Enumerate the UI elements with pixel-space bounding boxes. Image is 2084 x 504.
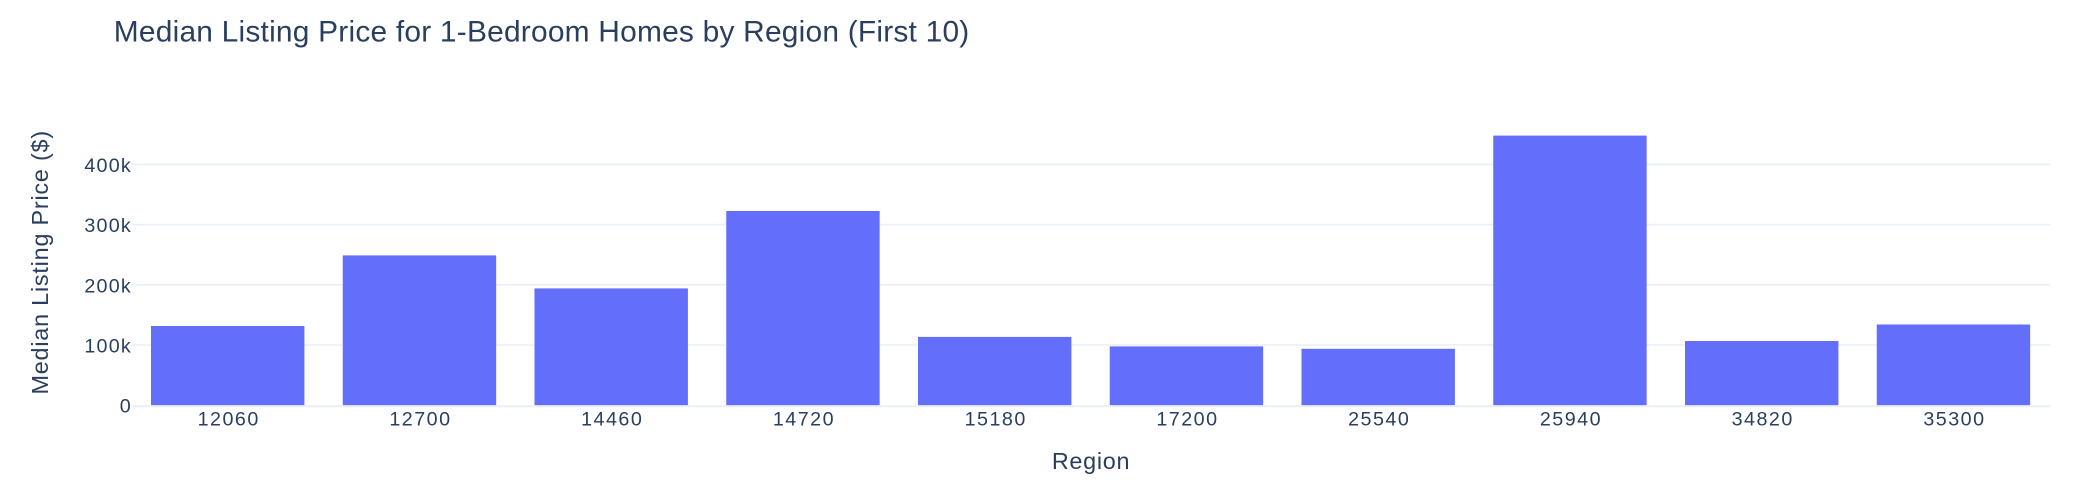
svg-text:Median Listing Price for 1-Bed: Median Listing Price for 1-Bedroom Homes… — [114, 16, 970, 49]
svg-text:12060: 12060 — [198, 409, 260, 431]
svg-text:Region: Region — [1052, 448, 1130, 474]
svg-text:14460: 14460 — [581, 409, 643, 431]
svg-text:400k: 400k — [84, 155, 131, 177]
svg-text:15180: 15180 — [965, 409, 1027, 431]
svg-text:300k: 300k — [84, 215, 131, 237]
svg-text:200k: 200k — [84, 275, 131, 297]
svg-text:12700: 12700 — [389, 409, 451, 431]
svg-text:34820: 34820 — [1732, 409, 1794, 431]
svg-text:0: 0 — [120, 396, 132, 418]
svg-text:Median Listing Price ($): Median Listing Price ($) — [27, 130, 53, 394]
svg-text:25940: 25940 — [1540, 409, 1602, 431]
svg-text:25540: 25540 — [1348, 409, 1410, 431]
svg-text:100k: 100k — [84, 336, 131, 358]
svg-text:17200: 17200 — [1156, 409, 1218, 431]
svg-text:14720: 14720 — [773, 409, 835, 431]
svg-text:35300: 35300 — [1923, 409, 1985, 431]
